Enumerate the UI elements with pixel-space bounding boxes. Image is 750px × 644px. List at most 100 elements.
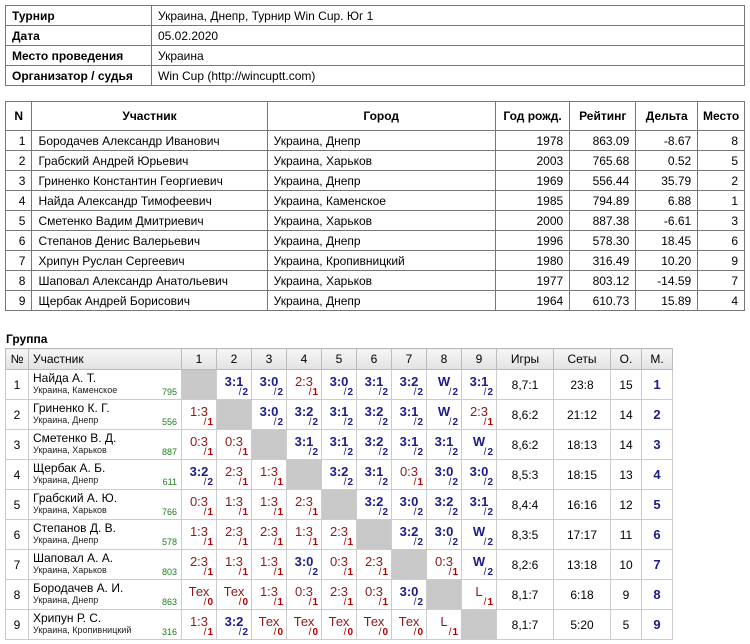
group-player: Хрипун Р. С. Украина, Кропивницкий 316 [28,609,182,640]
match-score: 3:0 [259,374,279,389]
match-points-slash: / [308,537,312,548]
participant-cell: 6.88 [635,190,699,211]
match-cell: Тех/0 [286,609,322,640]
match-points: /0 [414,628,423,638]
match-score: 0:3 [189,434,209,449]
match-points-slash: / [378,477,382,488]
participant-cell: 5 [697,150,745,171]
match-points: /2 [309,418,318,428]
match-cell: 3:1/2 [391,429,427,460]
match-points-value: 1 [452,567,458,578]
match-points-value: 2 [382,447,388,458]
match-points-value: 1 [382,567,388,578]
match-score: 0:3 [364,584,384,599]
participant-cell: 5 [4,210,33,231]
group-row-number: 5 [5,489,29,520]
match-score: 0:3 [189,494,209,509]
match-score: 2:3 [469,404,489,419]
match-points: /2 [449,448,458,458]
participant-cell: Украина, Днепр [266,170,496,191]
match-cell: 0:3/1 [181,429,217,460]
match-score: 2:3 [189,554,209,569]
match-points-value: 0 [417,627,423,638]
match-points: /2 [379,448,388,458]
participant-cell: 1980 [494,250,571,271]
match-points: /2 [344,448,353,458]
group-place: 6 [641,519,673,550]
match-points-slash: / [448,567,452,578]
match-score: 1:3 [189,404,209,419]
player-rating: 766 [161,507,177,517]
match-points-value: 2 [487,567,493,578]
group-header: 3 [251,348,287,370]
match-cell: 3:0/2 [426,519,462,550]
participants-header: Дельта [635,101,699,131]
match-points-value: 2 [487,507,493,518]
match-points-value: 2 [417,507,423,518]
match-points: /2 [484,478,493,488]
match-cell: 1:3/1 [181,399,217,430]
group-player: Шаповал А. А. Украина, Харьков 803 [28,549,182,580]
match-points-slash: / [413,417,417,428]
participant-cell: 4 [4,190,33,211]
group-header: 2 [216,348,252,370]
match-points-slash: / [203,627,207,638]
match-cell: W/2 [426,369,462,400]
match-points-slash: / [343,627,347,638]
group-row-number: 6 [5,519,29,550]
info-label: Турнир [5,5,152,26]
group-header: 8 [426,348,462,370]
match-cell: 3:0/2 [321,369,357,400]
match-points-value: 1 [382,597,388,608]
match-score: 2:3 [329,524,349,539]
match-points: /2 [239,628,248,638]
participant-cell: Бородачев Александр Иванович [31,130,268,151]
match-points: /1 [274,568,283,578]
group-header: Игры [496,348,554,370]
match-score: 1:3 [259,554,279,569]
match-score: W [472,434,486,449]
match-points-slash: / [203,507,207,518]
match-cell: 3:0/2 [286,549,322,580]
participants-table: N Участник Город Год рожд. Рейтинг Дельта Мест… [4,101,745,311]
match-score: 2:3 [329,584,349,599]
participant-cell: 1978 [494,130,571,151]
match-points-slash: / [413,477,417,488]
match-points-value: 1 [347,597,353,608]
match-points-value: 1 [207,537,213,548]
group-row-number: 4 [5,459,29,490]
participant-cell: 9 [4,290,33,311]
match-points: /0 [274,628,283,638]
match-cell: 3:2/2 [181,459,217,490]
match-points: /2 [414,448,423,458]
match-score: L [440,614,448,629]
match-points-slash: / [413,387,417,398]
match-cell-self [321,489,357,520]
match-points-value: 0 [242,597,248,608]
participant-row: 6 Степанов Денис Валерьевич Украина, Днепр… [4,230,745,251]
participants-header: Участник [31,101,268,131]
match-points-slash: / [343,597,347,608]
match-score: 3:1 [469,494,489,509]
group-row-number: 2 [5,399,29,430]
match-score: 0:3 [294,584,314,599]
participant-cell: Шаповал Александр Анатольевич [31,270,268,291]
match-cell: 3:2/2 [391,369,427,400]
match-points: /1 [414,478,423,488]
match-cell: Тех/0 [391,609,427,640]
participant-row: 7 Хрипун Руслан Сергеевич Украина, Кропивн… [4,250,745,271]
match-cell: 3:2/2 [216,609,252,640]
match-points: /1 [309,508,318,518]
match-score: 0:3 [399,464,419,479]
match-points-value: 1 [207,447,213,458]
match-points: /2 [414,418,423,428]
match-points: /1 [204,628,213,638]
match-points-slash: / [413,447,417,458]
match-points-slash: / [448,627,452,638]
match-points: /1 [239,448,248,458]
info-row: Организатор / судья Win Cup (http://wincu… [5,65,745,86]
match-points: /2 [449,538,458,548]
match-points-slash: / [308,567,312,578]
match-points-value: 2 [347,417,353,428]
match-points-value: 2 [382,387,388,398]
